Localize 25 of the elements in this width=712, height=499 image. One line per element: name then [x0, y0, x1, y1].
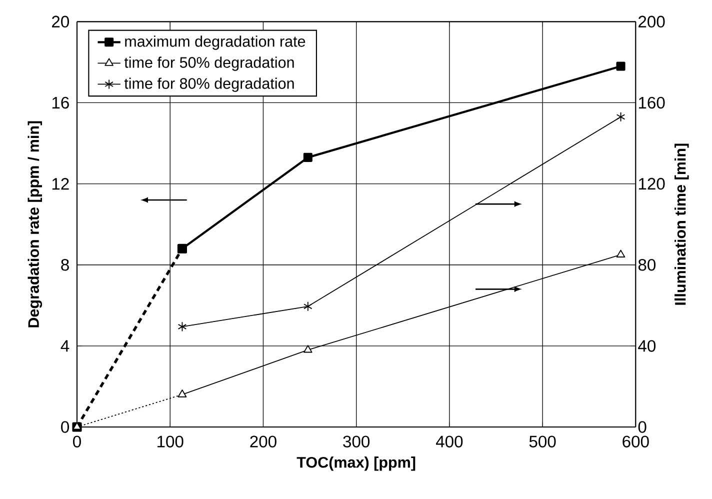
x-tick-label: 600	[622, 436, 649, 448]
x-tick-label: 500	[529, 436, 556, 448]
x-tick-label: 300	[343, 436, 370, 448]
y-tick-label: 0	[61, 421, 69, 433]
y-tick-label: 4	[60, 340, 70, 352]
y2-tick-label: 120	[638, 178, 665, 190]
x-axis-title: TOC(max) [ppm]	[296, 456, 416, 471]
legend-label: maximum degradation rate	[125, 36, 306, 50]
legend-label: time for 50% degradation	[124, 56, 294, 71]
y-tick-label: 20	[52, 16, 69, 28]
y2-axis-title: Illumination time [min]	[674, 144, 689, 305]
y2-tick-label: 200	[638, 16, 665, 28]
x-tick-label: 400	[436, 436, 463, 448]
y-tick-label: 12	[52, 178, 69, 190]
y2-tick-label: 160	[638, 96, 665, 109]
x-tick-label: 100	[158, 436, 184, 448]
y-tick-label: 16	[52, 96, 69, 109]
y2-tick-label: 80	[638, 258, 656, 271]
y-axis-title: Degradation rate [ppm / min]	[28, 121, 42, 328]
y2-tick-label: 0	[638, 421, 646, 433]
y2-tick-label: 40	[638, 340, 656, 352]
legend-label: time for 80% degradation	[124, 78, 294, 92]
y-tick-label: 8	[61, 259, 69, 271]
x-tick-label: 0	[73, 436, 81, 448]
x-tick-label: 200	[250, 436, 276, 448]
